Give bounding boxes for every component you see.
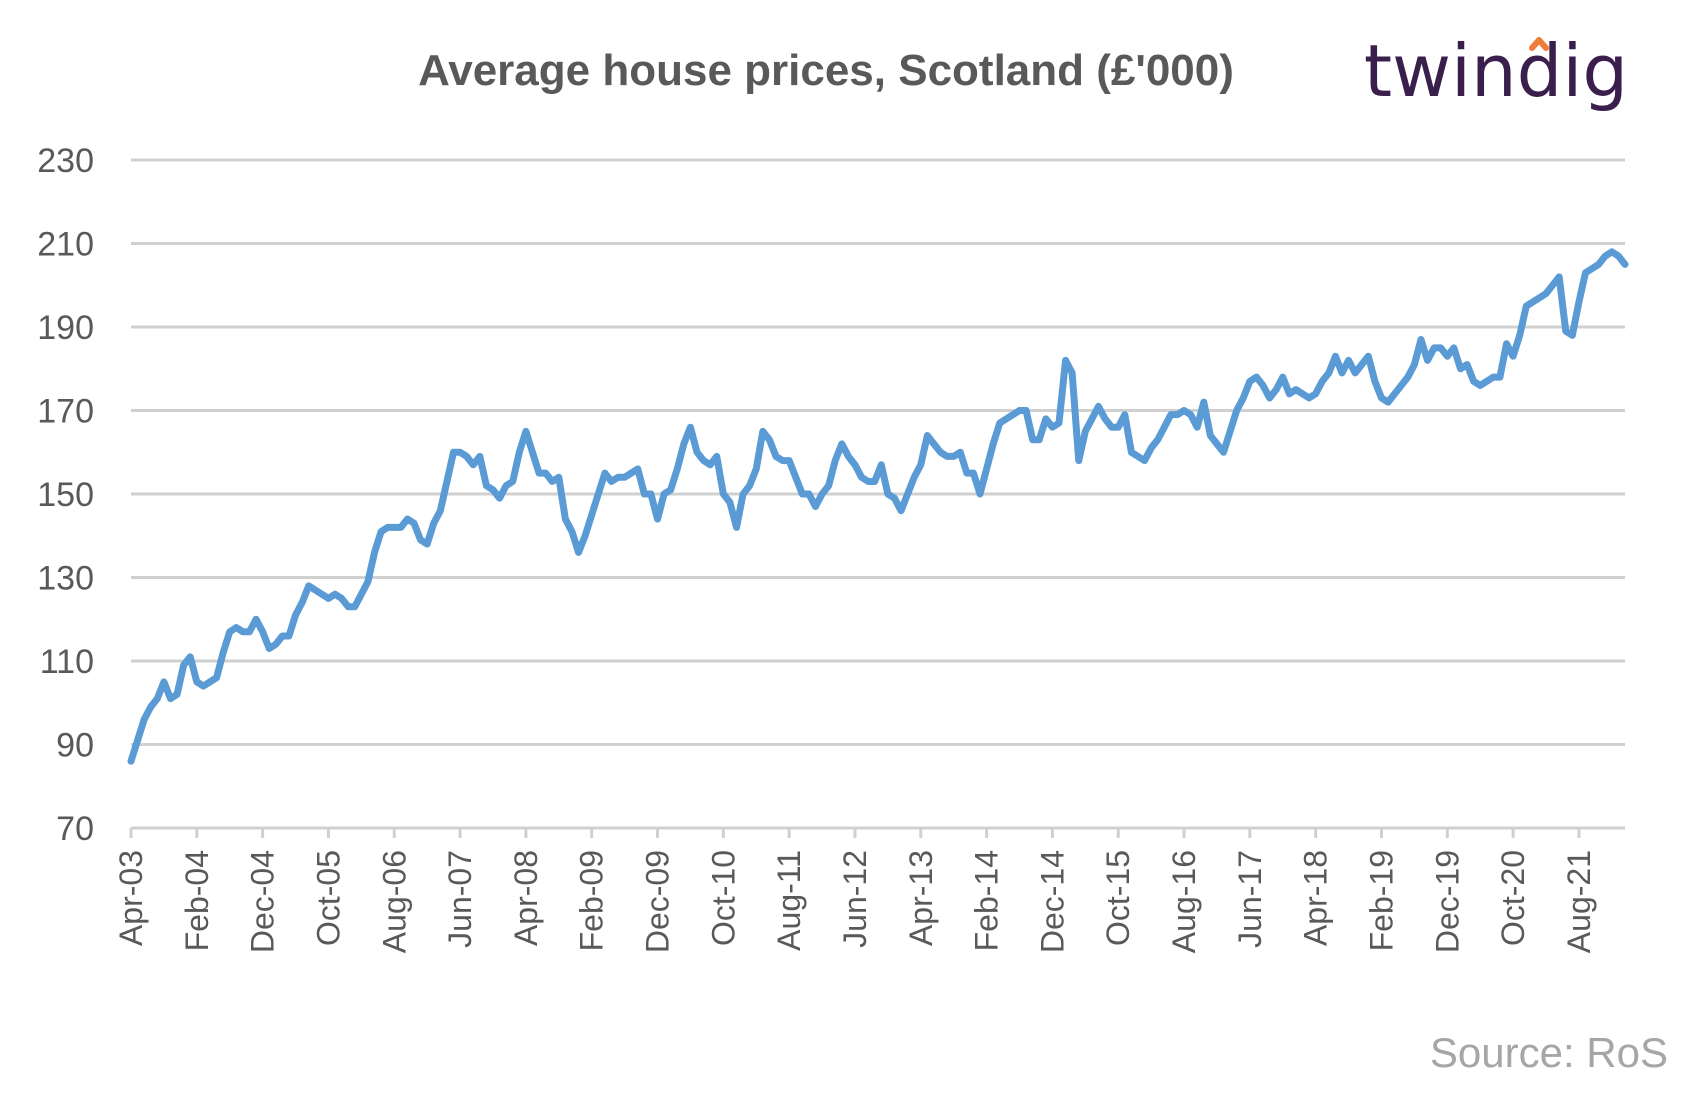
- x-tick-label: Oct-20: [1495, 850, 1531, 946]
- x-tick-label: Aug-16: [1166, 850, 1202, 953]
- twindig-logo: twindig: [1364, 29, 1628, 113]
- x-tick-label: Jun-17: [1232, 850, 1268, 948]
- x-axis-tick-labels: Apr-03 Feb-04 Dec-04 Oct-05 Aug-06 Jun-07 Apr-…: [113, 850, 1597, 953]
- x-tick-label: Apr-13: [903, 850, 939, 946]
- source-note: Source: RoS: [1430, 1029, 1668, 1076]
- y-tick-label: 130: [37, 560, 94, 598]
- x-tick-label: Oct-10: [705, 850, 741, 946]
- y-tick-label: 230: [37, 142, 94, 180]
- x-tick-label: Apr-18: [1298, 850, 1334, 946]
- y-tick-label: 210: [37, 226, 94, 264]
- chart-title: Average house prices, Scotland (£'000): [418, 46, 1234, 95]
- x-tick-label: Apr-08: [508, 850, 544, 946]
- logo-accent-chevron: [1529, 37, 1549, 51]
- y-tick-label: 170: [37, 393, 94, 431]
- x-axis-tick-marks: [129, 828, 1581, 838]
- x-tick-label: Jun-07: [442, 850, 478, 948]
- y-tick-label: 70: [56, 810, 94, 848]
- x-tick-label: Feb-19: [1363, 850, 1399, 951]
- x-tick-label: Dec-09: [640, 850, 676, 953]
- series-line-average-price: [127, 248, 1629, 765]
- x-tick-label: Aug-11: [771, 850, 807, 951]
- x-tick-label: Feb-09: [574, 850, 610, 951]
- y-tick-label: 190: [37, 309, 94, 347]
- y-axis-tick-labels: 70 90 110 130 150 170 190 210 230: [37, 142, 94, 848]
- gridlines: [131, 158, 1625, 746]
- x-tick-label: Dec-04: [245, 850, 281, 953]
- x-tick-label: Apr-03: [113, 850, 149, 946]
- y-tick-label: 110: [40, 643, 94, 681]
- y-tick-label: 150: [37, 476, 94, 514]
- x-tick-label: Dec-14: [1034, 850, 1070, 953]
- y-tick-label: 90: [56, 727, 94, 765]
- x-tick-label: Feb-14: [969, 850, 1005, 951]
- x-tick-label: Dec-19: [1429, 850, 1465, 953]
- x-tick-label: Aug-06: [376, 850, 412, 953]
- x-tick-label: Jun-12: [837, 850, 873, 948]
- x-tick-label: Aug-21: [1561, 850, 1597, 953]
- brand-name: twindig: [1364, 29, 1628, 113]
- x-tick-label: Feb-04: [179, 850, 215, 951]
- x-tick-label: Oct-15: [1100, 850, 1136, 946]
- x-tick-label: Oct-05: [310, 850, 346, 946]
